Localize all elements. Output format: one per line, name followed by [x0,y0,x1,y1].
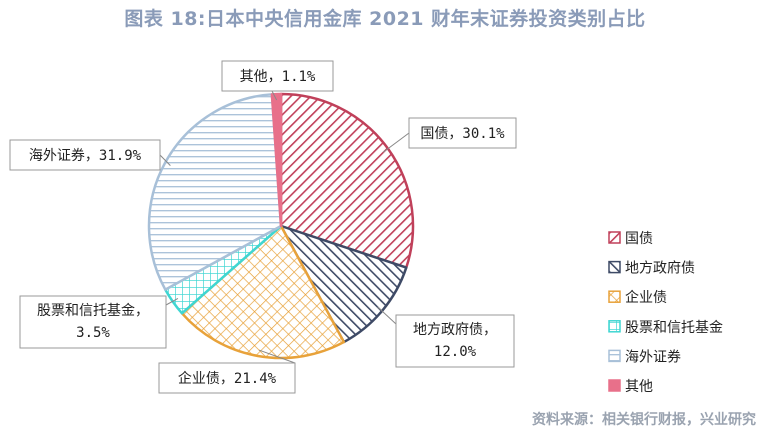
source-note: 资料来源：相关银行财报，兴业研究 [532,412,756,428]
leader-line-3 [165,298,179,306]
data-label-box-3 [19,295,167,349]
data-label-2: 企业债，21.4% [178,370,277,387]
leader-line-4 [159,154,171,166]
legend-swatch-5 [608,379,621,392]
pie-slices [147,92,415,360]
data-label-3-line-1: 3.5% [76,325,110,341]
legend-label-2: 企业债 [625,289,667,306]
leader-line-0 [382,132,410,153]
pie-slice-2 [180,224,346,360]
legend-swatch-4 [608,349,621,363]
legend-label-3: 股票和信托基金 [625,319,723,336]
chart-title: 图表 18:日本中央信用金库 2021 财年末证券投资类别占比 [124,8,646,30]
legend-label-0: 国债 [625,231,653,247]
data-label-1-line-1: 12.0% [434,344,477,360]
leader-line-2 [258,349,296,364]
data-labels: 国债，30.1% 地方政府债， 12.0% 企业债，21.4% 股票和信托基金， 3.5%… [9,60,517,394]
data-label-0: 国债，30.1% [420,126,505,142]
legend-swatch-1 [608,260,621,274]
legend-label-5: 其他 [625,379,653,395]
leader-line-1 [377,306,397,325]
pie-slice-4 [147,93,283,291]
data-label-4: 海外证券，31.9% [29,148,142,164]
data-label-5: 其他，1.1% [240,69,316,85]
legend-label-1: 地方政府债 [625,261,695,277]
data-label-3-line-0: 股票和信托基金， [37,302,149,319]
legend-label-4: 海外证券 [625,349,681,365]
data-label-box-2 [158,362,296,394]
leader-line-5 [271,90,278,101]
data-label-box-1 [395,314,515,368]
legend-swatch-3 [608,320,621,333]
data-label-box-5 [221,60,334,92]
pie-slice-5 [270,92,283,228]
legend-swatch-2 [608,290,621,303]
data-label-1-line-0: 地方政府债， [413,322,497,338]
legend-swatch-0 [608,231,621,244]
data-label-box-4 [9,139,161,171]
data-label-box-0 [408,117,517,149]
leader-lines [159,90,410,364]
